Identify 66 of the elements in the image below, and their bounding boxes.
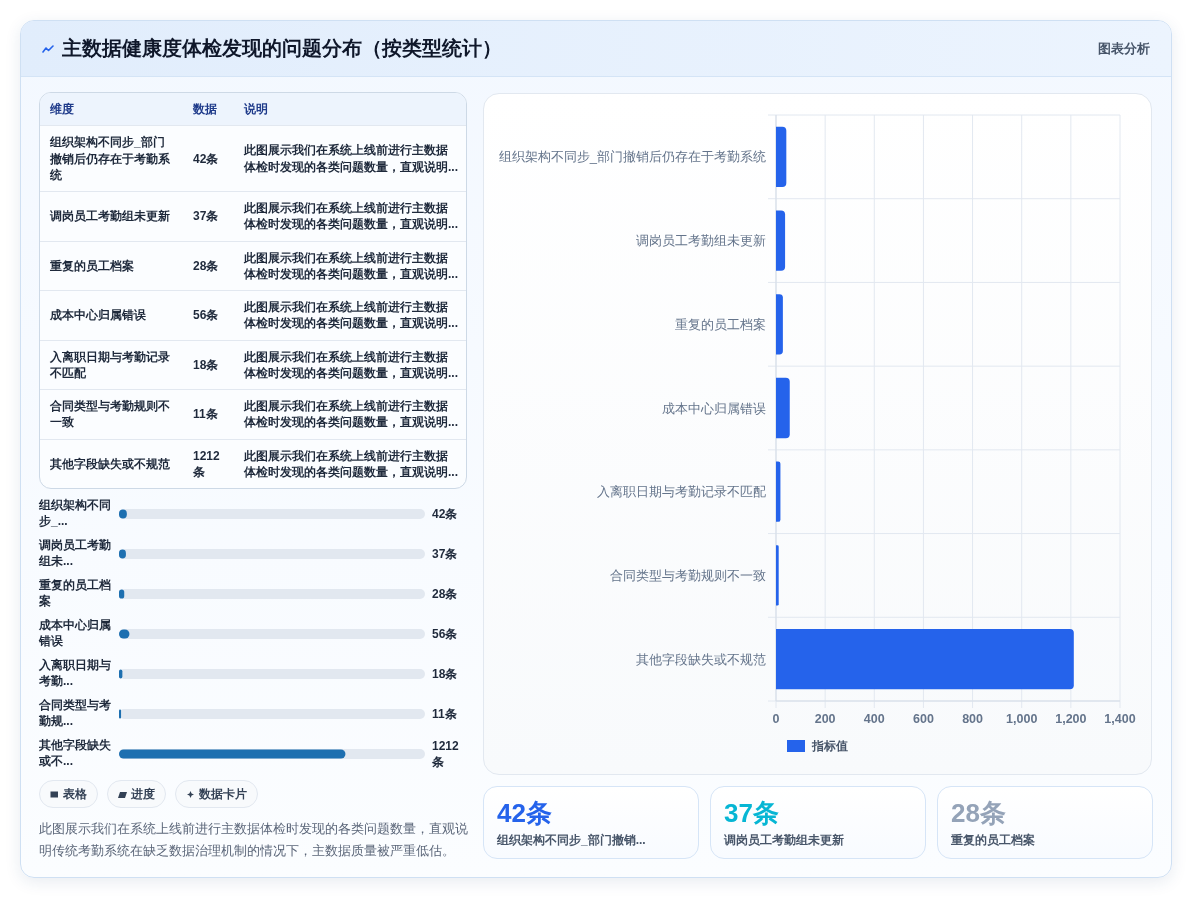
text: 1212条 xyxy=(183,439,234,488)
y-tick-label: 其他字段缺失或不... xyxy=(39,737,112,769)
text: 主数据健康度体检发现的问题分布（按类型统计） xyxy=(62,36,502,61)
text: 此图展示我们在系统上线前进行主数据体检时发现的各类问题数量，直观说明... xyxy=(234,439,466,488)
x-tick-label: 1,000 xyxy=(1006,712,1038,726)
y-tick-label: 合同类型与考勤规... xyxy=(39,697,112,729)
text: 此图展示我们在系统上线前进行主数据体检时发现的各类问题数量，直观说明传统考勤系统在缺乏数据治理机制的情况下，主数据质量被严重低估。 xyxy=(39,820,469,860)
y-tick-label: 组织架构不同步_部门撤销后仍存在于考勤系统 xyxy=(498,149,766,165)
x-tick-label: 400 xyxy=(863,712,885,726)
text: 组织架构不同步_部门撤销... xyxy=(497,832,646,848)
y-tick-label: 调岗员工考勤组未更新 xyxy=(636,233,766,249)
data-label: 11条 xyxy=(432,706,457,722)
data-label: 37条 xyxy=(432,546,458,562)
text: 此图展示我们在系统上线前进行主数据体检时发现的各类问题数量，直观说明... xyxy=(234,340,466,390)
x-tick-label: 800 xyxy=(962,712,984,726)
text: 42条 xyxy=(183,125,234,192)
y-tick-label: 组织架构不同步_... xyxy=(39,497,112,529)
text: 此图展示我们在系统上线前进行主数据体检时发现的各类问题数量，直观说明... xyxy=(234,389,466,439)
data-label: 1212条 xyxy=(432,738,460,770)
y-tick-label: 其他字段缺失或不规范 xyxy=(636,651,766,667)
text: 调岗员工考勤组未更新 xyxy=(724,832,844,848)
data-label: 18条 xyxy=(432,666,458,682)
text: 图表分析 xyxy=(1098,40,1150,58)
y-tick-label: 合同类型与考勤规则不一致 xyxy=(610,567,766,583)
text: 重复的员工档案 xyxy=(951,832,1035,848)
x-tick-label: 1,200 xyxy=(1055,712,1087,726)
text: 42条 xyxy=(497,798,552,828)
text: 37条 xyxy=(183,191,234,241)
text: 此图展示我们在系统上线前进行主数据体检时发现的各类问题数量，直观说明... xyxy=(234,241,466,291)
bar xyxy=(776,545,779,606)
y-tick-label: 成本中心归属错误 xyxy=(39,617,112,649)
bar xyxy=(776,210,786,271)
bar xyxy=(776,461,781,522)
text: 维度 xyxy=(40,93,183,126)
x-tick-label: 600 xyxy=(913,712,934,726)
text: 此图展示我们在系统上线前进行主数据体检时发现的各类问题数量，直观说明... xyxy=(234,290,466,340)
text: 56条 xyxy=(183,290,234,340)
legend-label: 指标值 xyxy=(811,739,848,753)
text: 说明 xyxy=(234,93,466,126)
bar xyxy=(776,377,790,439)
y-tick-label: 入离职日期与考勤... xyxy=(39,657,112,689)
text: 数据 xyxy=(183,93,234,126)
bar xyxy=(776,629,1074,690)
data-label: 28条 xyxy=(432,586,458,602)
text: 此图展示我们在系统上线前进行主数据体检时发现的各类问题数量，直观说明... xyxy=(234,125,466,192)
text: 28条 xyxy=(951,798,1006,828)
text: 18条 xyxy=(183,340,234,390)
y-tick-label: 重复的员工档案 xyxy=(675,316,766,332)
text: 此图展示我们在系统上线前进行主数据体检时发现的各类问题数量，直观说明... xyxy=(234,191,466,241)
text: 28条 xyxy=(183,241,234,291)
data-label: 42条 xyxy=(432,506,458,522)
bar xyxy=(776,126,787,187)
text: 表格 xyxy=(63,786,87,802)
text: 数据卡片 xyxy=(199,786,247,802)
bar xyxy=(776,294,783,355)
y-tick-label: 入离职日期与考勤记录不匹配 xyxy=(597,484,766,500)
y-tick-label: 成本中心归属错误 xyxy=(662,400,766,416)
x-tick-label: 1,400 xyxy=(1104,712,1136,726)
data-label: 56条 xyxy=(432,626,458,642)
text: 进度 xyxy=(131,786,155,802)
x-tick-label: 0 xyxy=(772,712,780,726)
text: 37条 xyxy=(724,798,779,828)
y-tick-label: 重复的员工档案 xyxy=(39,577,112,609)
text: 11条 xyxy=(183,389,234,439)
x-tick-label: 200 xyxy=(814,712,836,726)
y-tick-label: 调岗员工考勤组未... xyxy=(39,537,112,569)
